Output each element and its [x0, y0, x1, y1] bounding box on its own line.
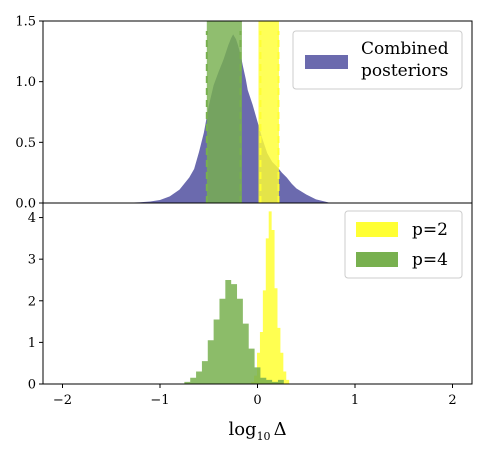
x-axis-label: log10 Δ — [228, 419, 286, 443]
top-plot-area — [130, 21, 331, 204]
band-p2 — [258, 21, 279, 203]
legend-swatch-p2 — [356, 222, 398, 237]
legend-label-p2: p=2 — [412, 220, 448, 240]
legend-label-p4: p=4 — [412, 250, 448, 270]
x-tick-label: 2 — [448, 393, 456, 408]
bottom-legend: p=2 p=4 — [344, 210, 463, 279]
y-tick-label: 0 — [28, 378, 36, 393]
x-tick-label: −2 — [53, 393, 72, 408]
band-p4 — [206, 21, 242, 203]
legend-swatch-p4 — [356, 252, 398, 267]
top-y-axis: 0.0 0.5 1.0 1.5 — [15, 15, 43, 212]
legend-frame — [292, 30, 463, 90]
histogram-p2 — [251, 211, 290, 384]
legend-swatch-combined — [305, 55, 348, 69]
y-tick-label: 1.0 — [15, 75, 36, 90]
histogram-p4 — [184, 279, 284, 384]
bottom-y-axis: 0 1 2 3 4 — [28, 211, 43, 393]
y-tick-label: 1 — [28, 336, 36, 351]
legend-label-combined: posteriors — [361, 61, 448, 81]
x-tick-label: 0 — [253, 393, 261, 408]
y-tick-label: 0.0 — [15, 197, 36, 212]
y-tick-label: 2 — [28, 294, 36, 309]
y-tick-label: 0.5 — [15, 136, 36, 151]
bottom-plot-area — [184, 211, 290, 384]
bottom-panel: 0 1 2 3 4 −2 −1 0 1 2 p=2 p=4 — [28, 202, 473, 408]
legend-label-combined: Combined — [361, 39, 449, 59]
x-tick-label: −1 — [150, 393, 169, 408]
y-tick-label: 1.5 — [15, 15, 36, 30]
y-tick-label: 3 — [28, 253, 36, 268]
y-tick-label: 4 — [28, 211, 36, 226]
x-axis: −2 −1 0 1 2 — [53, 384, 457, 408]
x-tick-label: 1 — [351, 393, 359, 408]
